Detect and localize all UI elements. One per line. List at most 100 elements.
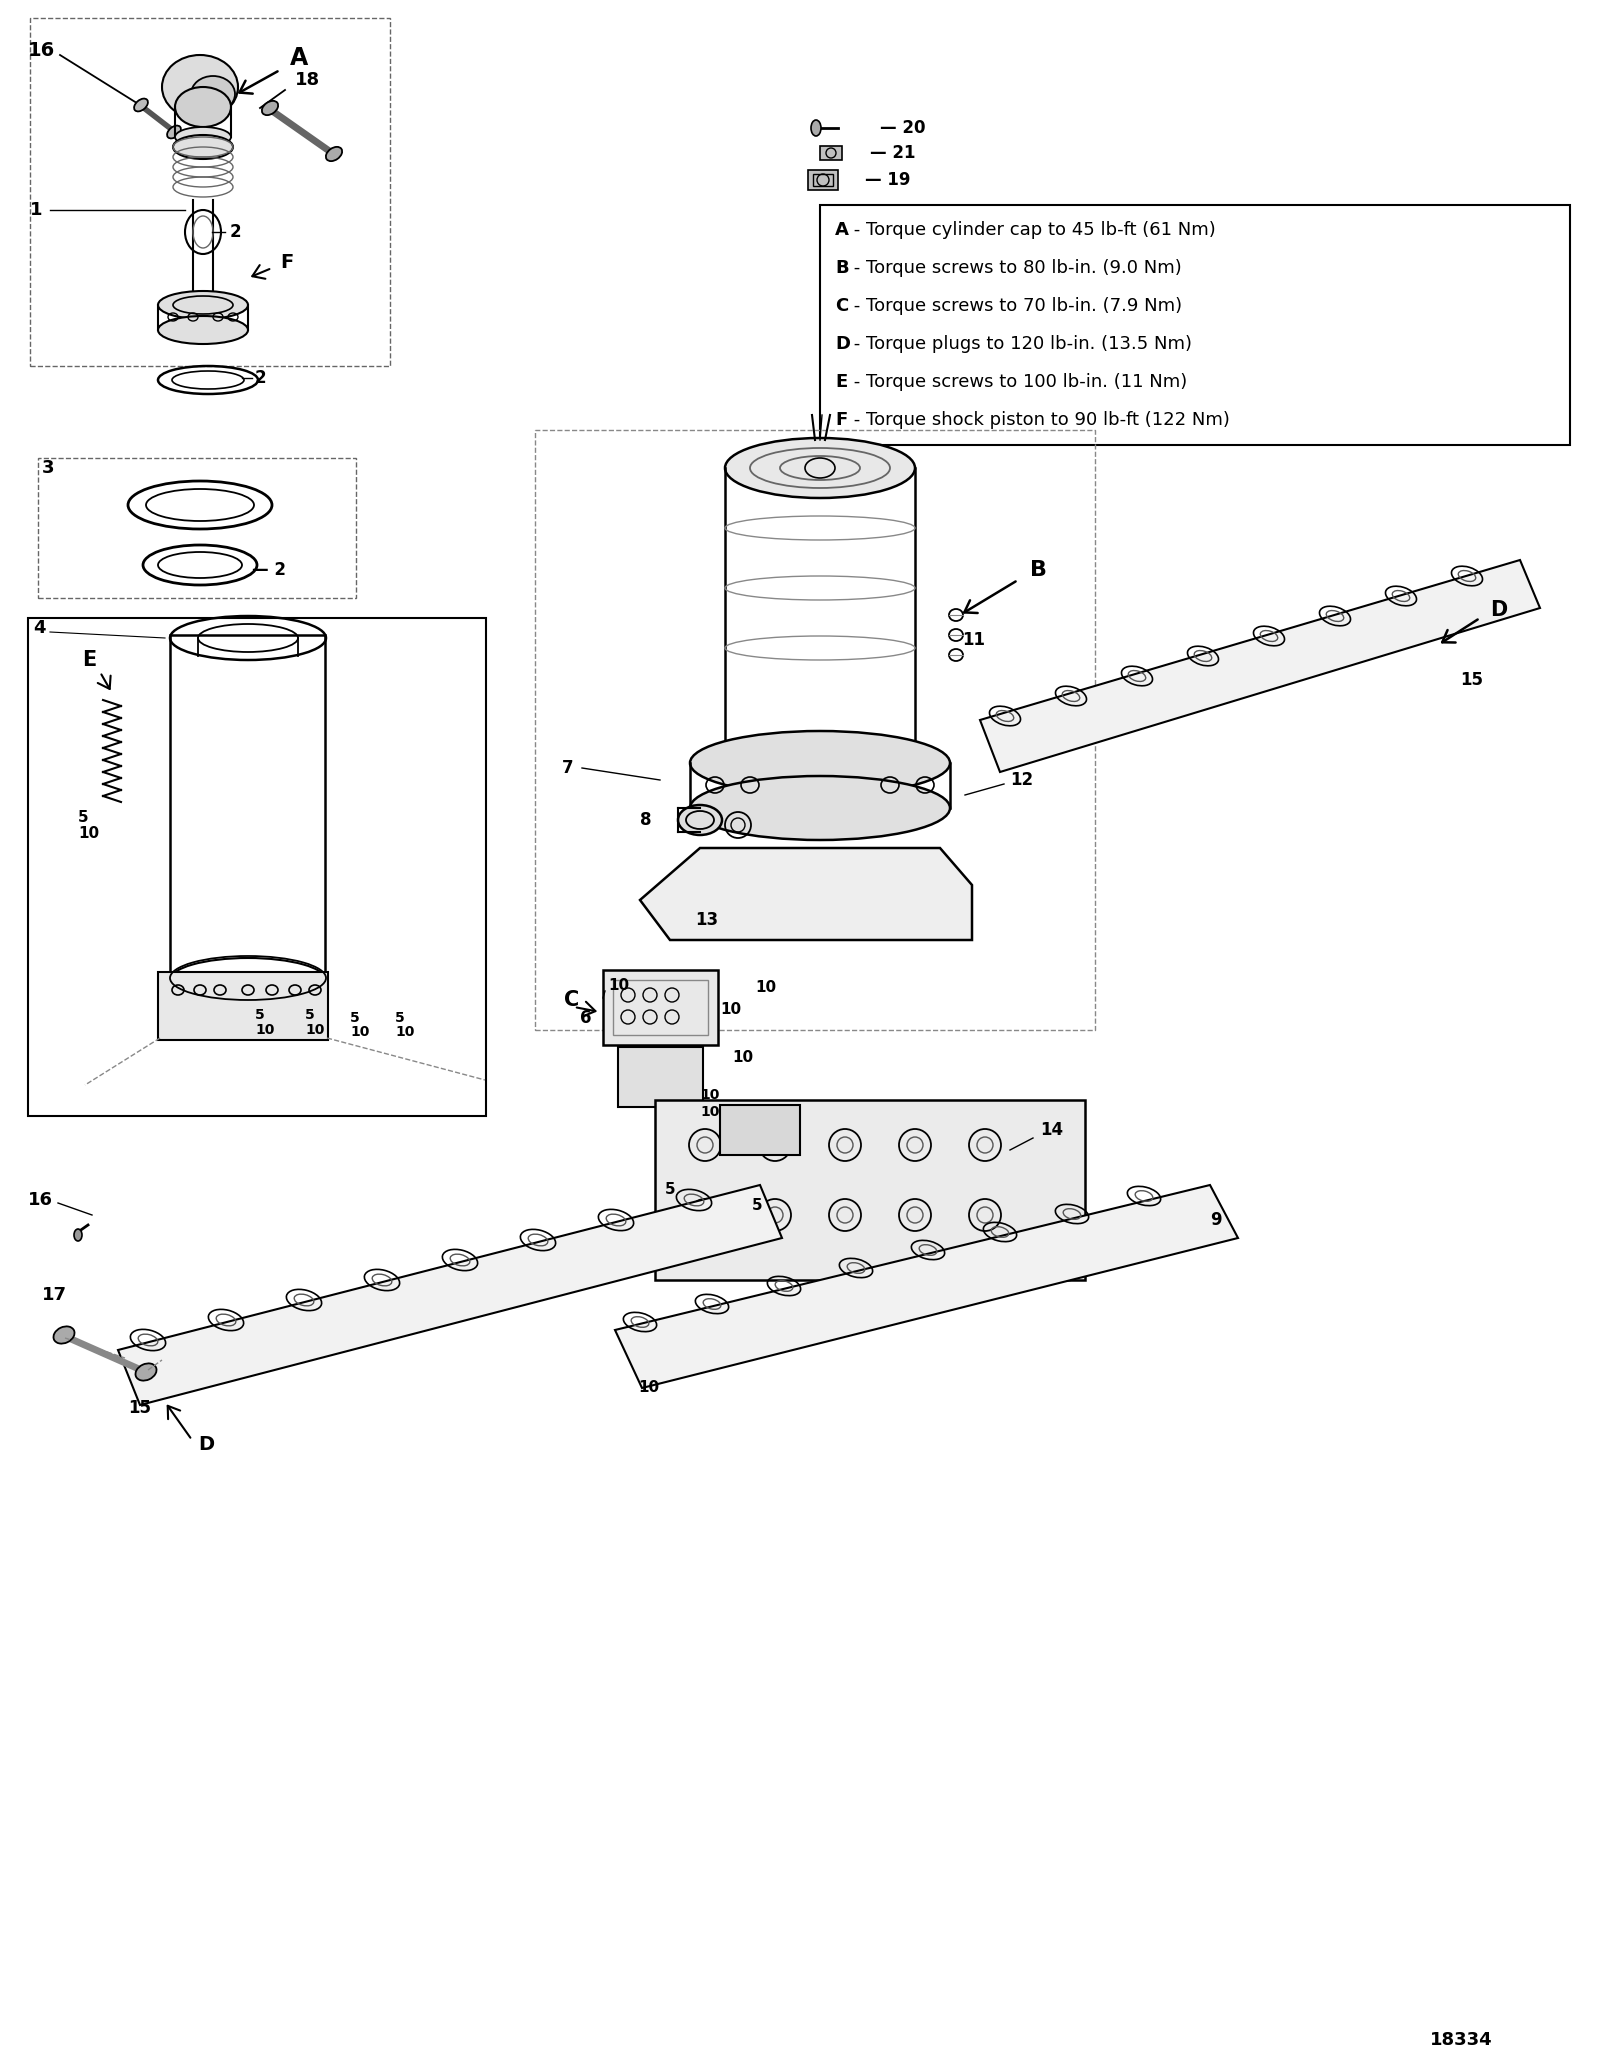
- Text: 10: 10: [254, 1023, 274, 1037]
- Text: 10: 10: [350, 1025, 370, 1039]
- Text: 15: 15: [1459, 671, 1483, 689]
- Text: - Torque screws to 70 lb-in. (7.9 Nm): - Torque screws to 70 lb-in. (7.9 Nm): [848, 296, 1182, 315]
- Text: — 20: — 20: [880, 119, 925, 138]
- Bar: [819, 206, 1570, 445]
- Text: 5: 5: [752, 1198, 763, 1212]
- Polygon shape: [979, 560, 1539, 772]
- Text: 13: 13: [694, 912, 718, 928]
- Text: - Torque shock piston to 90 lb-ft (122 Nm): - Torque shock piston to 90 lb-ft (122 N…: [848, 412, 1230, 428]
- Bar: [813, 175, 834, 185]
- Text: 10: 10: [78, 827, 99, 842]
- Ellipse shape: [174, 86, 230, 128]
- Polygon shape: [640, 848, 973, 941]
- Text: D: D: [198, 1436, 214, 1455]
- Bar: [808, 171, 838, 189]
- Text: D: D: [835, 335, 850, 354]
- Bar: [819, 146, 842, 161]
- Ellipse shape: [74, 1229, 82, 1241]
- Ellipse shape: [134, 99, 147, 111]
- Text: 5: 5: [254, 1008, 264, 1023]
- Text: 10: 10: [395, 1025, 414, 1039]
- Text: 5: 5: [306, 1008, 315, 1023]
- Text: 10: 10: [638, 1381, 659, 1395]
- Text: F: F: [280, 253, 293, 272]
- Ellipse shape: [690, 731, 950, 794]
- Text: E: E: [835, 372, 848, 391]
- Text: - Torque plugs to 120 lb-in. (13.5 Nm): - Torque plugs to 120 lb-in. (13.5 Nm): [848, 335, 1192, 354]
- Text: 12: 12: [1010, 772, 1034, 788]
- Text: 10: 10: [701, 1089, 720, 1101]
- Text: F: F: [835, 412, 848, 428]
- Ellipse shape: [690, 776, 950, 840]
- Text: E: E: [82, 650, 96, 671]
- Text: 5: 5: [350, 1010, 360, 1025]
- Text: - Torque screws to 80 lb-in. (9.0 Nm): - Torque screws to 80 lb-in. (9.0 Nm): [848, 259, 1182, 278]
- Text: 10: 10: [720, 1002, 741, 1017]
- Bar: [29, 617, 486, 1115]
- Text: 5: 5: [78, 811, 88, 825]
- Bar: [38, 459, 355, 599]
- Text: A: A: [290, 45, 309, 70]
- Text: 7: 7: [562, 759, 574, 778]
- Text: 18334: 18334: [1430, 2031, 1493, 2050]
- Ellipse shape: [262, 101, 278, 115]
- Text: 17: 17: [42, 1286, 67, 1305]
- Text: 15: 15: [128, 1399, 150, 1418]
- Ellipse shape: [158, 317, 248, 344]
- Text: — 2: — 2: [253, 562, 286, 578]
- Ellipse shape: [53, 1327, 75, 1344]
- Text: 3: 3: [42, 459, 54, 477]
- Text: 10: 10: [733, 1050, 754, 1066]
- Text: B: B: [1030, 560, 1046, 580]
- Text: B: B: [835, 259, 848, 278]
- Text: 2: 2: [254, 368, 267, 387]
- Text: D: D: [1490, 601, 1507, 619]
- Text: C: C: [563, 990, 579, 1010]
- Ellipse shape: [811, 119, 821, 136]
- Text: — 21: — 21: [870, 144, 915, 163]
- Text: 10: 10: [701, 1105, 720, 1120]
- Bar: [534, 430, 1094, 1029]
- Ellipse shape: [190, 76, 235, 111]
- Text: 10: 10: [608, 978, 629, 992]
- Text: C: C: [835, 296, 848, 315]
- Text: 14: 14: [1040, 1122, 1062, 1138]
- Polygon shape: [614, 1185, 1238, 1387]
- Text: 8: 8: [640, 811, 651, 829]
- Bar: [654, 1099, 1085, 1280]
- Bar: [613, 980, 707, 1035]
- Ellipse shape: [162, 56, 238, 119]
- Ellipse shape: [678, 805, 722, 836]
- Ellipse shape: [326, 146, 342, 161]
- Ellipse shape: [158, 290, 248, 319]
- Ellipse shape: [173, 136, 234, 158]
- Text: 10: 10: [755, 980, 776, 996]
- Text: 16: 16: [29, 1192, 53, 1208]
- Text: A: A: [835, 220, 850, 239]
- Text: - Torque screws to 100 lb-in. (11 Nm): - Torque screws to 100 lb-in. (11 Nm): [848, 372, 1187, 391]
- Text: 9: 9: [1210, 1210, 1222, 1229]
- Ellipse shape: [725, 733, 915, 792]
- Bar: [720, 1105, 800, 1155]
- Bar: [30, 19, 390, 366]
- Text: 11: 11: [962, 632, 986, 648]
- Text: 1: 1: [30, 202, 43, 218]
- Text: 18: 18: [294, 70, 320, 88]
- Ellipse shape: [166, 126, 181, 138]
- Text: - Torque cylinder cap to 45 lb-ft (61 Nm): - Torque cylinder cap to 45 lb-ft (61 Nm…: [848, 220, 1216, 239]
- Text: — 19: — 19: [866, 171, 910, 189]
- Text: 6: 6: [579, 1008, 592, 1027]
- Text: 16: 16: [29, 41, 56, 60]
- Bar: [603, 969, 718, 1045]
- Text: 10: 10: [306, 1023, 325, 1037]
- Bar: [170, 636, 325, 980]
- Ellipse shape: [174, 128, 230, 146]
- Polygon shape: [118, 1185, 782, 1406]
- Text: 2: 2: [230, 222, 242, 241]
- Ellipse shape: [136, 1362, 157, 1381]
- Bar: [618, 1048, 702, 1107]
- Bar: [158, 971, 328, 1039]
- Ellipse shape: [725, 438, 915, 498]
- Text: 5: 5: [395, 1010, 405, 1025]
- Text: 4: 4: [34, 619, 45, 638]
